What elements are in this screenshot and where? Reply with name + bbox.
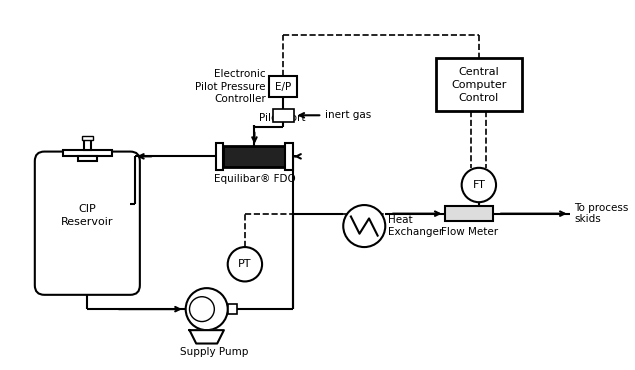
Circle shape: [185, 288, 228, 330]
Text: inert gas: inert gas: [325, 110, 371, 120]
Circle shape: [189, 297, 215, 322]
Bar: [82, 136, 93, 140]
Text: FT: FT: [472, 180, 485, 190]
Bar: [272, 109, 293, 122]
Bar: [216, 143, 224, 170]
Text: Equilibar® FDO: Equilibar® FDO: [213, 175, 295, 185]
Text: Pilot Port: Pilot Port: [259, 113, 305, 123]
Bar: [77, 157, 97, 161]
Text: Electronic
Pilot Pressure
Controller: Electronic Pilot Pressure Controller: [196, 69, 266, 104]
Bar: [286, 143, 293, 170]
Text: Flow Meter: Flow Meter: [441, 227, 498, 237]
Text: Heat
Exchanger: Heat Exchanger: [388, 215, 443, 237]
Bar: [436, 58, 522, 111]
Bar: [84, 140, 91, 150]
Circle shape: [228, 247, 262, 282]
Text: Central
Computer
Control: Central Computer Control: [451, 67, 507, 103]
Text: CIP
Reservoir: CIP Reservoir: [61, 204, 114, 227]
Polygon shape: [189, 330, 224, 343]
Circle shape: [462, 168, 496, 202]
Bar: [445, 206, 493, 221]
Text: E/P: E/P: [275, 82, 291, 92]
Text: To process
skids: To process skids: [574, 203, 629, 225]
Circle shape: [344, 205, 385, 247]
Bar: [269, 76, 297, 97]
Bar: [228, 305, 237, 314]
Bar: [62, 150, 112, 157]
Text: Supply Pump: Supply Pump: [180, 347, 248, 357]
Text: PT: PT: [238, 259, 251, 269]
Bar: [224, 146, 286, 167]
FancyBboxPatch shape: [35, 152, 140, 295]
